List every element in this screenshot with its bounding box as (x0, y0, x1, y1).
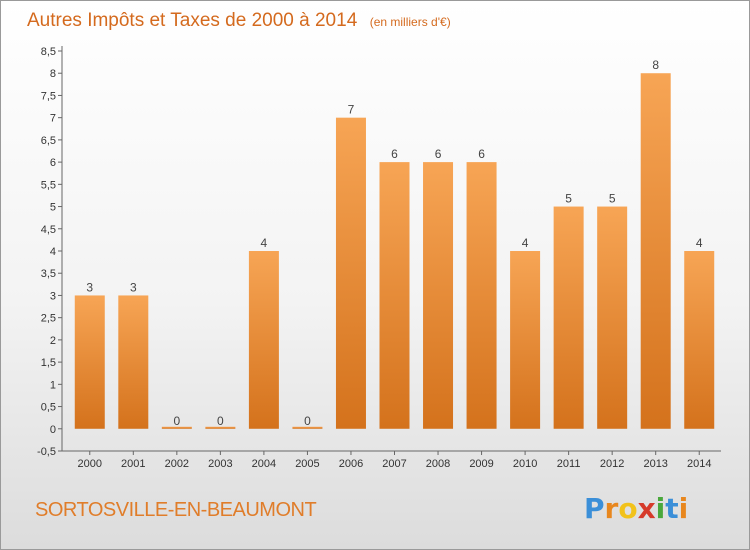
logo-text: Proxiti (584, 492, 688, 525)
logo-letter: i (656, 492, 666, 525)
data-label-2012: 5 (609, 192, 616, 206)
x-tick-label-2004: 2004 (252, 458, 276, 470)
x-tick-label-2000: 2000 (78, 458, 102, 470)
x-tick-label-2008: 2008 (426, 458, 450, 470)
y-tick-label: 8 (50, 68, 56, 80)
logo-letter: t (665, 492, 678, 525)
bar-2009 (466, 162, 497, 429)
y-tick-label: 4,5 (41, 224, 56, 236)
y-ticks: -0,5 0 0,5 1 1,5 2 2,5 3 3,5 4 4,5 5 5,5 6 6,5 7 7,5 8 8,5 (37, 46, 62, 458)
bar-2013 (640, 73, 671, 429)
logo-letter: i (679, 492, 689, 525)
logo-letter: x (638, 492, 656, 525)
y-tick-label: 5,5 (41, 179, 56, 191)
logo-letter: P (584, 492, 605, 525)
y-tick-label: 7 (50, 113, 56, 125)
bar-2012 (597, 206, 628, 429)
location-label: SORTOSVILLE-EN-BEAUMONT (35, 499, 316, 521)
x-tick-label-2014: 2014 (687, 458, 711, 470)
y-tick-label: 3 (50, 290, 56, 302)
logo-letter: r (605, 492, 619, 525)
data-label-2014: 4 (696, 236, 703, 250)
chart-title-text: Autres Impôts et Taxes de 2000 à 2014 (27, 10, 358, 31)
data-label-2008: 6 (435, 147, 442, 161)
bar-2003 (205, 426, 236, 429)
x-tick-label-2007: 2007 (382, 458, 406, 470)
axes (61, 46, 721, 452)
y-tick-label: 2,5 (41, 313, 56, 325)
logo-letter: o (618, 492, 637, 525)
x-tick-label-2002: 2002 (165, 458, 189, 470)
y-tick-label: 8,5 (41, 46, 56, 58)
data-label-2007: 6 (391, 147, 398, 161)
data-label-2010: 4 (522, 236, 529, 250)
bars: 3 3 0 0 4 0 7 6 6 6 4 5 5 8 4 (74, 58, 715, 429)
data-label-2004: 4 (261, 236, 268, 250)
x-tick-label-2011: 2011 (557, 458, 581, 470)
data-label-2009: 6 (478, 147, 485, 161)
bar-2005 (292, 426, 323, 429)
y-tick-label: 7,5 (41, 90, 56, 102)
x-tick-label-2010: 2010 (513, 458, 537, 470)
chart-title: Autres Impôts et Taxes de 2000 à 2014 (e… (27, 10, 451, 31)
y-tick-label: 6 (50, 157, 56, 169)
x-tick-label-2013: 2013 (643, 458, 667, 470)
bar-2011 (553, 206, 584, 429)
y-tick-label: 5 (50, 202, 56, 214)
y-tick-label: 6,5 (41, 135, 56, 147)
bar-2014 (684, 251, 715, 429)
y-tick-label: 3,5 (41, 268, 56, 280)
data-label-2002: 0 (173, 414, 180, 428)
bar-2001 (118, 295, 149, 429)
x-ticks: 2000 2001 2002 2003 2004 2005 2006 2007 2008 2009… (78, 451, 711, 470)
bar-2008 (423, 162, 454, 429)
y-tick-label: 0,5 (41, 402, 56, 414)
proxiti-logo: Proxiti (584, 492, 688, 525)
y-tick-label: 2 (50, 335, 56, 347)
bar-2006 (335, 117, 366, 429)
data-label-2000: 3 (86, 280, 93, 294)
data-label-2013: 8 (652, 58, 659, 72)
data-label-2006: 7 (348, 103, 355, 117)
bar-2010 (510, 251, 541, 429)
bar-2002 (161, 426, 192, 429)
x-tick-label-2001: 2001 (121, 458, 145, 470)
data-label-2001: 3 (130, 280, 137, 294)
y-tick-label: 1 (50, 379, 56, 391)
x-tick-label-2006: 2006 (339, 458, 363, 470)
y-tick-label: 1,5 (41, 357, 56, 369)
bar-2000 (74, 295, 105, 429)
y-tick-label: 4 (50, 246, 56, 258)
chart-unit-note: (en milliers d'€) (370, 15, 451, 29)
bar-2007 (379, 162, 410, 429)
data-label-2005: 0 (304, 414, 311, 428)
x-tick-label-2003: 2003 (208, 458, 232, 470)
bar-2004 (248, 251, 279, 429)
data-label-2003: 0 (217, 414, 224, 428)
y-tick-label: -0,5 (37, 446, 56, 458)
y-tick-label: 0 (50, 424, 56, 436)
x-tick-label-2009: 2009 (469, 458, 493, 470)
x-tick-label-2005: 2005 (295, 458, 319, 470)
data-label-2011: 5 (565, 192, 572, 206)
x-tick-label-2012: 2012 (600, 458, 624, 470)
